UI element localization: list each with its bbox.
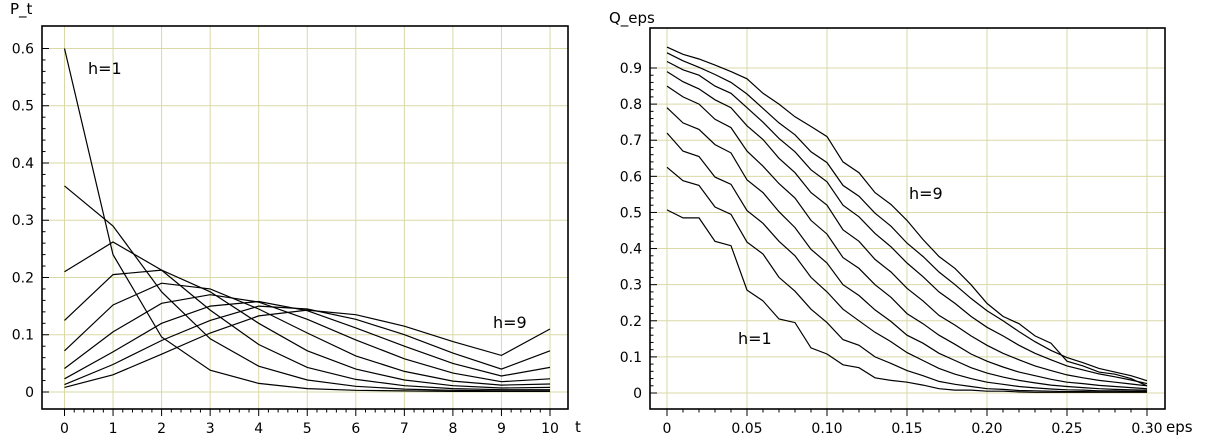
y-tick-label: 0.1 [620, 350, 642, 366]
series-line-6 [64, 294, 551, 383]
x-tick-label: 2 [157, 421, 166, 437]
x-tick-label: 0.30 [1131, 421, 1162, 437]
series-line-1 [666, 209, 1147, 393]
x-tick-label: 3 [206, 421, 215, 437]
series-line-5 [666, 85, 1148, 390]
series-line-8 [666, 52, 1148, 382]
y-tick-label: 0.6 [12, 41, 34, 57]
y-tick-label: 0.8 [620, 97, 642, 113]
x-tick-label: 10 [541, 421, 559, 437]
y-tick-label: 0.3 [12, 213, 34, 229]
x-tick-label: 0.25 [1051, 421, 1082, 437]
x-tick-label: 1 [109, 421, 118, 437]
x-tick-label: 0.15 [891, 421, 922, 437]
x-tick-label: 4 [254, 421, 263, 437]
x-axis-label: eps [1166, 418, 1193, 436]
series-line-3 [666, 132, 1147, 392]
y-tick-label: 0 [25, 385, 34, 401]
series-line-5 [64, 282, 551, 386]
x-tick-label: 0 [60, 421, 69, 437]
y-tick-label: 0.1 [12, 328, 34, 344]
series-line-1 [63, 48, 550, 392]
y-tick-label: 0.9 [620, 61, 642, 77]
y-tick-label: 0.2 [12, 270, 34, 286]
chart-right: 0 0.05 0.10 0.15 0.20 0.25 0.30 0 0.1 0.2 0.3 0.4 0.… [609, 9, 1193, 437]
y-axis-label: Q_eps [609, 9, 655, 28]
annotation-h9: h=9 [493, 313, 527, 332]
y-tick-label: 0 [633, 386, 642, 402]
series-line-3 [64, 241, 550, 391]
y-tick-label: 0.6 [620, 169, 642, 185]
x-tick-label: 8 [448, 421, 457, 437]
plot-frame [41, 25, 569, 410]
annotation-h1: h=1 [88, 59, 122, 78]
chart-left: 0 1 2 3 4 5 6 7 8 9 10 0 0.1 0.2 0.3 0.4 0.5 0.6 P_tt h=1 h=… [10, 0, 581, 437]
x-tick-label: 0.10 [811, 421, 842, 437]
y-tick-label: 0.2 [620, 314, 642, 330]
series-line-4 [64, 269, 551, 389]
series-line-2 [64, 185, 550, 392]
x-tick-label: 9 [497, 421, 506, 437]
series-line-9 [64, 309, 551, 388]
y-tick-label: 0.4 [620, 242, 642, 258]
y-axis-label: P_t [10, 0, 33, 19]
series-line-4 [666, 107, 1148, 391]
annotation-h1: h=1 [738, 329, 772, 348]
x-tick-label: 0.05 [731, 421, 762, 437]
x-tick-label: 5 [303, 421, 312, 437]
y-tick-label: 0.5 [12, 99, 34, 115]
x-axis-label: t [575, 418, 581, 436]
y-tick-label: 0.3 [620, 278, 642, 294]
x-tick-label: 6 [351, 421, 360, 437]
x-tick-label: 0.20 [971, 421, 1002, 437]
y-tick-label: 0.4 [12, 156, 34, 172]
series-line-7 [666, 60, 1148, 385]
series-line-6 [666, 71, 1148, 387]
series-line-9 [666, 46, 1148, 387]
series-line-8 [64, 305, 551, 386]
x-tick-label: 7 [400, 421, 409, 437]
y-tick-label: 0.5 [620, 205, 642, 221]
series-line-2 [666, 166, 1147, 393]
x-tick-label: 0 [663, 421, 672, 437]
y-tick-label: 0.7 [620, 133, 642, 149]
annotation-h9: h=9 [909, 184, 943, 203]
